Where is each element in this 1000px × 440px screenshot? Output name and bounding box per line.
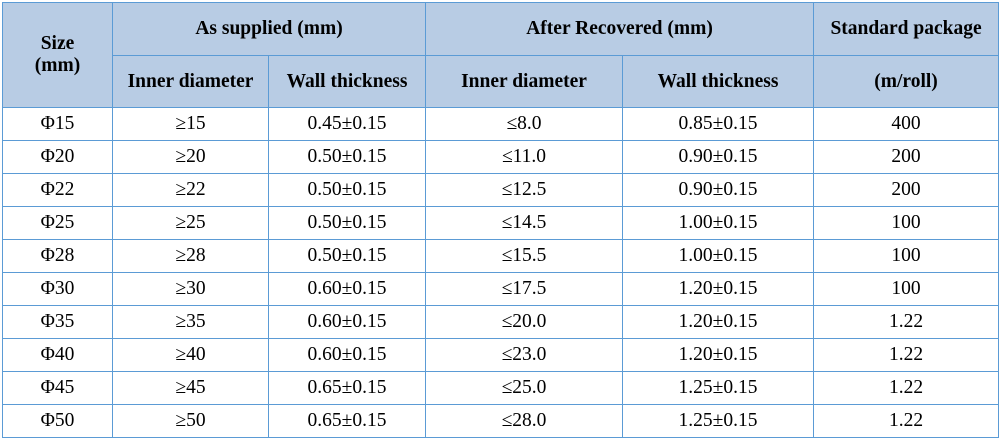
standard-package-cell: 200 [813,140,1000,174]
size-cell: Φ50 [2,404,113,438]
recovered-inner-diameter-cell: ≤17.5 [425,272,624,306]
supplied-wall-thickness-cell: 0.60±0.15 [267,305,427,339]
table-row: Φ22 ≥22 0.50±0.15 ≤12.5 0.90±0.15 200 [2,173,1000,207]
supplied-wall-thickness-cell: 0.65±0.15 [267,404,427,438]
supplied-wall-thickness-header: Wall thickness [267,55,427,108]
table-body: Φ15 ≥15 0.45±0.15 ≤8.0 0.85±0.15 400 Φ20… [2,107,1000,438]
recovered-inner-diameter-header: Inner diameter [425,55,624,108]
size-cell: Φ15 [2,107,113,141]
after-recovered-header: After Recovered (mm) [425,2,815,56]
standard-package-cell: 1.22 [813,338,1000,372]
header-row-1: Size (mm) As supplied (mm) After Recover… [2,2,1000,108]
size-cell: Φ28 [2,239,113,273]
standard-package-cell: 100 [813,272,1000,306]
supplied-inner-diameter-cell: ≥22 [112,173,269,207]
supplied-inner-diameter-cell: ≥20 [112,140,269,174]
recovered-wall-thickness-cell: 0.90±0.15 [622,140,815,174]
table-row: Φ45 ≥45 0.65±0.15 ≤25.0 1.25±0.15 1.22 [2,371,1000,405]
supplied-wall-thickness-cell: 0.60±0.15 [267,272,427,306]
header-row-2: Inner diameter Wall thickness Inner diam… [3,55,1000,108]
supplied-inner-diameter-cell: ≥45 [112,371,269,405]
supplied-wall-thickness-cell: 0.60±0.15 [267,338,427,372]
table-row: Φ50 ≥50 0.65±0.15 ≤28.0 1.25±0.15 1.22 [2,404,1000,438]
supplied-wall-thickness-cell: 0.50±0.15 [267,239,427,273]
size-cell: Φ22 [2,173,113,207]
recovered-inner-diameter-cell: ≤11.0 [425,140,624,174]
supplied-inner-diameter-header: Inner diameter [112,55,269,108]
standard-package-cell: 400 [813,107,1000,141]
table-row: Φ25 ≥25 0.50±0.15 ≤14.5 1.00±0.15 100 [2,206,1000,240]
supplied-wall-thickness-cell: 0.50±0.15 [267,206,427,240]
size-header-unit: (mm) [34,55,81,76]
standard-package-cell: 1.22 [813,371,1000,405]
recovered-wall-thickness-cell: 1.00±0.15 [622,206,815,240]
recovered-inner-diameter-cell: ≤14.5 [425,206,624,240]
supplied-wall-thickness-cell: 0.45±0.15 [267,107,427,141]
size-cell: Φ20 [2,140,113,174]
table-header: Size (mm) As supplied (mm) After Recover… [2,2,1000,108]
table-row: Φ30 ≥30 0.60±0.15 ≤17.5 1.20±0.15 100 [2,272,1000,306]
size-cell: Φ35 [2,305,113,339]
recovered-wall-thickness-header: Wall thickness [622,55,815,108]
standard-package-cell: 100 [813,239,1000,273]
standard-package-cell: 200 [813,173,1000,207]
supplied-inner-diameter-cell: ≥15 [112,107,269,141]
supplied-inner-diameter-cell: ≥30 [112,272,269,306]
size-cell: Φ45 [2,371,113,405]
recovered-inner-diameter-cell: ≤15.5 [425,239,624,273]
recovered-wall-thickness-cell: 1.20±0.15 [622,305,815,339]
recovered-wall-thickness-cell: 0.85±0.15 [622,107,815,141]
size-header: Size (mm) [2,2,113,108]
table-row: Φ28 ≥28 0.50±0.15 ≤15.5 1.00±0.15 100 [2,239,1000,273]
table-row: Φ15 ≥15 0.45±0.15 ≤8.0 0.85±0.15 400 [2,107,1000,141]
recovered-wall-thickness-cell: 1.20±0.15 [622,272,815,306]
table-row: Φ40 ≥40 0.60±0.15 ≤23.0 1.20±0.15 1.22 [2,338,1000,372]
recovered-wall-thickness-cell: 1.20±0.15 [622,338,815,372]
recovered-wall-thickness-cell: 1.00±0.15 [622,239,815,273]
standard-package-unit-header: (m/roll) [813,55,1000,108]
supplied-inner-diameter-cell: ≥28 [112,239,269,273]
recovered-inner-diameter-cell: ≤20.0 [425,305,624,339]
recovered-inner-diameter-cell: ≤8.0 [425,107,624,141]
supplied-inner-diameter-cell: ≥40 [112,338,269,372]
table-row: Φ20 ≥20 0.50±0.15 ≤11.0 0.90±0.15 200 [2,140,1000,174]
supplied-inner-diameter-cell: ≥50 [112,404,269,438]
recovered-inner-diameter-cell: ≤12.5 [425,173,624,207]
recovered-inner-diameter-cell: ≤28.0 [425,404,624,438]
standard-package-cell: 100 [813,206,1000,240]
supplied-wall-thickness-cell: 0.50±0.15 [267,173,427,207]
recovered-inner-diameter-cell: ≤23.0 [425,338,624,372]
standard-package-cell: 1.22 [813,305,1000,339]
supplied-wall-thickness-cell: 0.50±0.15 [267,140,427,174]
recovered-wall-thickness-cell: 1.25±0.15 [622,371,815,405]
size-cell: Φ30 [2,272,113,306]
as-supplied-header: As supplied (mm) [111,2,427,56]
size-cell: Φ25 [2,206,113,240]
table-row: Φ35 ≥35 0.60±0.15 ≤20.0 1.20±0.15 1.22 [2,305,1000,339]
size-header-label: Size [40,33,75,54]
size-cell: Φ40 [2,338,113,372]
standard-package-cell: 1.22 [813,404,1000,438]
recovered-wall-thickness-cell: 0.90±0.15 [622,173,815,207]
standard-package-header: Standard package [813,2,1000,56]
recovered-wall-thickness-cell: 1.25±0.15 [622,404,815,438]
recovered-inner-diameter-cell: ≤25.0 [425,371,624,405]
supplied-inner-diameter-cell: ≥35 [112,305,269,339]
supplied-wall-thickness-cell: 0.65±0.15 [267,371,427,405]
supplied-inner-diameter-cell: ≥25 [112,206,269,240]
